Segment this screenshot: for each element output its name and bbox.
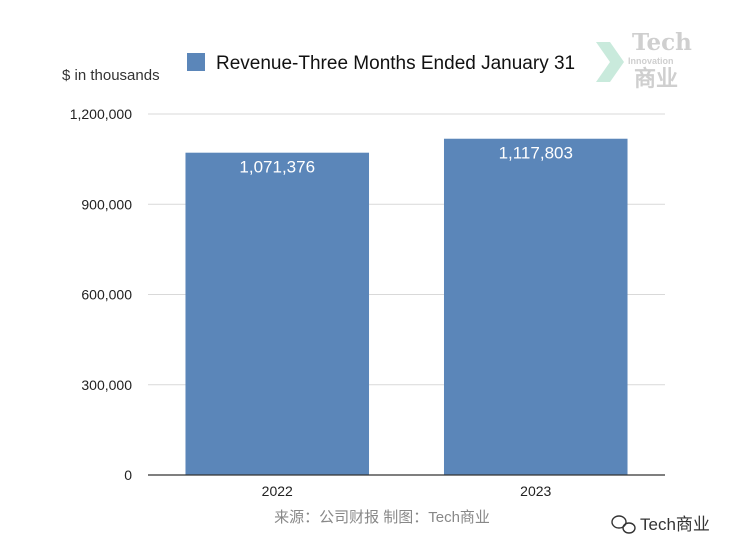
watermark-text-tech: Tech xyxy=(632,29,692,56)
y-tick-label: 1,200,000 xyxy=(70,106,132,122)
x-category-labels: 2022 2023 xyxy=(262,483,552,499)
bar-value-label: 1,071,376 xyxy=(239,158,315,177)
legend-swatch xyxy=(187,53,205,71)
x-category-label: 2022 xyxy=(262,483,293,499)
x-category-label: 2023 xyxy=(520,483,551,499)
y-tick-label: 900,000 xyxy=(81,196,132,212)
watermark-chevron-icon xyxy=(596,42,624,82)
y-tick-label: 600,000 xyxy=(81,287,132,303)
wechat-badge: Tech商业 xyxy=(611,515,710,534)
watermark-logo: Tech Innovation 商业 xyxy=(596,29,692,91)
watermark-text-innovation: Innovation xyxy=(628,56,674,66)
bar-value-label: 1,117,803 xyxy=(499,144,573,163)
wechat-badge-text: Tech商业 xyxy=(640,515,710,534)
bars: 1,071,376 1,117,803 xyxy=(185,138,628,475)
legend: Revenue-Three Months Ended January 31 xyxy=(187,53,575,74)
y-axis-label: $ in thousands xyxy=(62,67,160,84)
bar-2023 xyxy=(443,138,628,475)
source-note: 来源：公司财报 制图：Tech商业 xyxy=(274,509,490,526)
y-tick-labels: 0 300,000 600,000 900,000 1,200,000 xyxy=(70,106,133,483)
bar-2022 xyxy=(185,152,370,475)
y-tick-label: 300,000 xyxy=(81,377,132,393)
wechat-icon xyxy=(611,515,636,534)
legend-label: Revenue-Three Months Ended January 31 xyxy=(216,53,575,74)
watermark-text-cn: 商业 xyxy=(634,66,678,91)
y-tick-label: 0 xyxy=(124,467,132,483)
